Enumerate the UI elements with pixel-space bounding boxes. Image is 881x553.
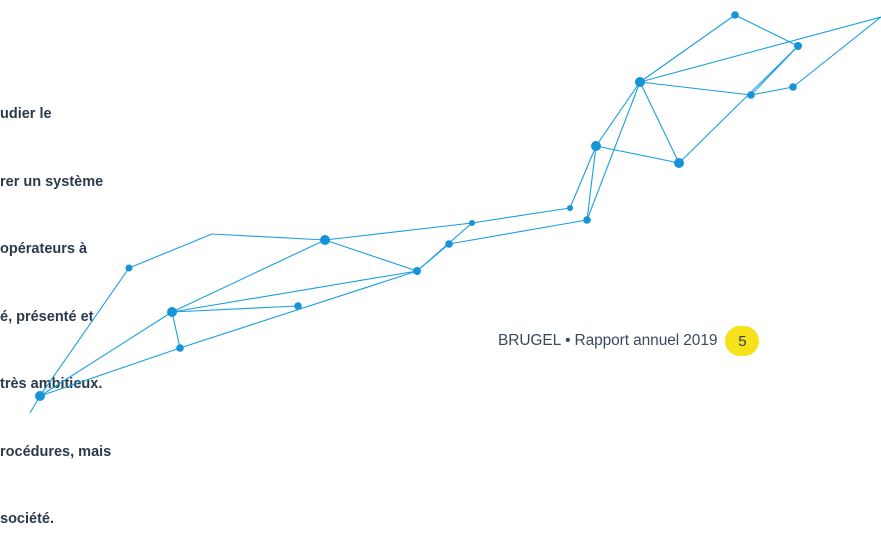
- page-footer: BRUGEL • Rapport annuel 2019 5: [498, 326, 760, 356]
- network-lines: [29, 14, 881, 413]
- network-nodes: [35, 11, 802, 401]
- text-line-7: société.: [0, 511, 54, 527]
- text-line-3: opérateurs à: [0, 241, 88, 257]
- text-line-4: é, présenté et: [0, 308, 94, 325]
- footer-publication: Rapport annuel 2019: [574, 332, 718, 349]
- footer-organization: BRUGEL: [498, 332, 562, 349]
- page-number-badge: 5: [725, 326, 760, 356]
- text-line-1: udier le: [0, 106, 52, 122]
- text-line-5: très ambitieux.: [0, 376, 103, 392]
- text-line-6: rocédures, mais: [0, 443, 112, 460]
- footer-separator: •: [565, 332, 571, 349]
- text-line-2: rer un système: [0, 173, 104, 190]
- network-graph-decoration-icon: [29, 11, 881, 413]
